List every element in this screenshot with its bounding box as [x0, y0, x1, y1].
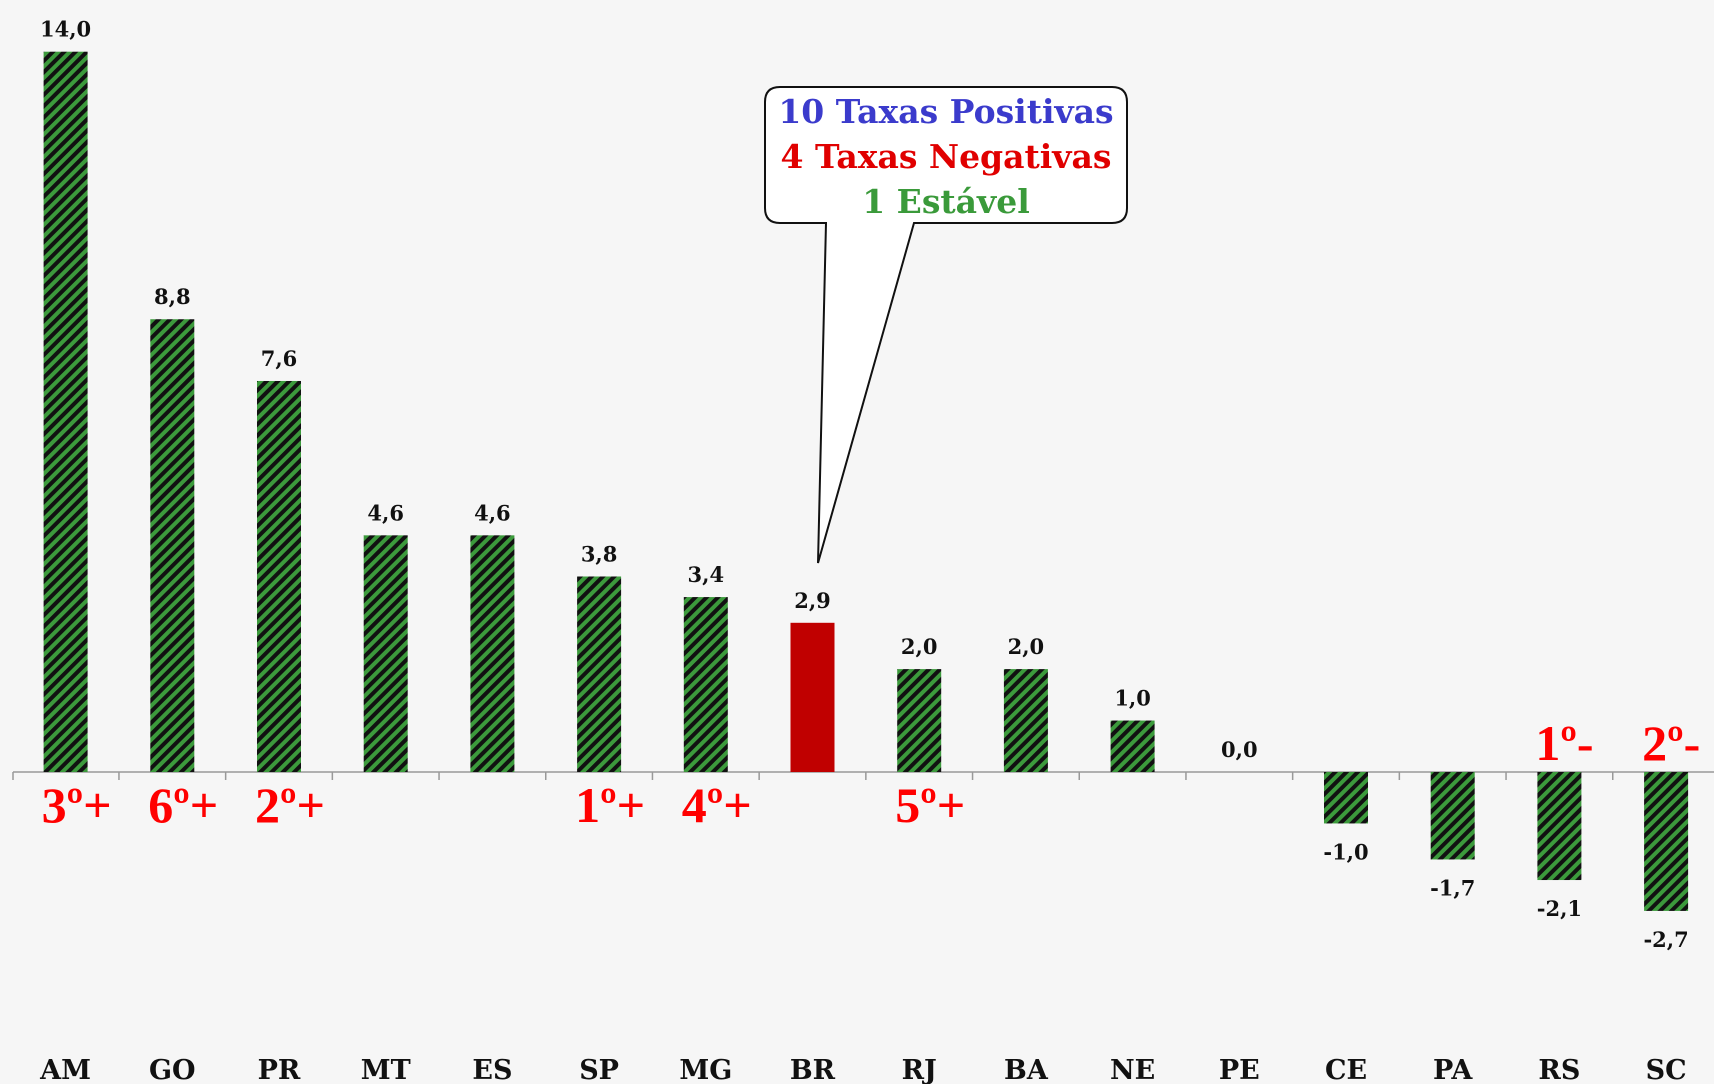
bar — [1537, 772, 1582, 881]
bar — [683, 597, 728, 772]
bar — [1324, 772, 1368, 824]
x-tick-label: PA — [1433, 1055, 1473, 1084]
value-label: 14,0 — [40, 17, 91, 42]
value-label: 3,4 — [688, 562, 725, 587]
value-label: -1,0 — [1323, 839, 1368, 864]
x-tick-label: BR — [790, 1055, 836, 1084]
rank-label: 2º+ — [255, 777, 325, 833]
bar — [1003, 669, 1048, 772]
value-label: 2,0 — [1008, 634, 1045, 659]
value-label: 4,6 — [474, 500, 511, 525]
x-tick-label: CE — [1325, 1055, 1367, 1084]
x-tick-label: SC — [1646, 1055, 1687, 1084]
rank-label: 6º+ — [148, 777, 218, 833]
x-tick-label: AM — [39, 1055, 91, 1084]
bar — [897, 669, 942, 772]
bar — [1110, 720, 1155, 772]
rank-label: 4º+ — [682, 777, 752, 833]
bar — [363, 535, 408, 772]
rank-label: 1º+ — [575, 777, 645, 833]
x-tick-label: GO — [149, 1055, 196, 1084]
bar — [43, 51, 88, 772]
bar — [257, 380, 301, 772]
value-label: 4,6 — [367, 500, 404, 525]
rank-label: 2º- — [1642, 715, 1700, 771]
bar — [470, 535, 515, 772]
value-label: -2,1 — [1537, 896, 1582, 921]
bar — [790, 622, 835, 772]
x-tick-label: MT — [361, 1055, 411, 1084]
value-label: 2,0 — [901, 634, 938, 659]
x-tick-label: RS — [1538, 1055, 1580, 1084]
value-label: 7,6 — [261, 346, 298, 371]
x-tick-label: PR — [258, 1055, 301, 1084]
value-label: 2,9 — [794, 588, 831, 613]
bar — [577, 576, 622, 772]
callout-box — [764, 86, 1128, 564]
x-tick-label: PE — [1219, 1055, 1260, 1084]
callout-text: 4 Taxas Negativas — [781, 137, 1112, 176]
rank-label: 1º- — [1535, 715, 1593, 771]
callout-text: 10 Taxas Positivas — [778, 92, 1113, 131]
bar — [1430, 772, 1475, 860]
x-tick-label: RJ — [902, 1055, 937, 1084]
x-tick-label: ES — [472, 1055, 512, 1084]
rank-label: 5º+ — [895, 777, 965, 833]
value-label: 8,8 — [154, 284, 191, 309]
x-tick-label: SP — [579, 1055, 619, 1084]
value-label: -1,7 — [1430, 875, 1475, 900]
value-label: 3,8 — [581, 541, 618, 566]
bar — [1644, 772, 1689, 911]
value-label: -2,7 — [1643, 927, 1688, 952]
value-label: 0,0 — [1221, 737, 1258, 762]
x-tick-label: NE — [1110, 1055, 1155, 1084]
callout-text: 1 Estável — [862, 182, 1030, 221]
value-label: 1,0 — [1114, 686, 1151, 711]
x-tick-label: MG — [679, 1055, 732, 1084]
bar — [150, 319, 195, 772]
rank-label: 3º+ — [42, 777, 112, 833]
x-tick-label: BA — [1004, 1055, 1049, 1084]
